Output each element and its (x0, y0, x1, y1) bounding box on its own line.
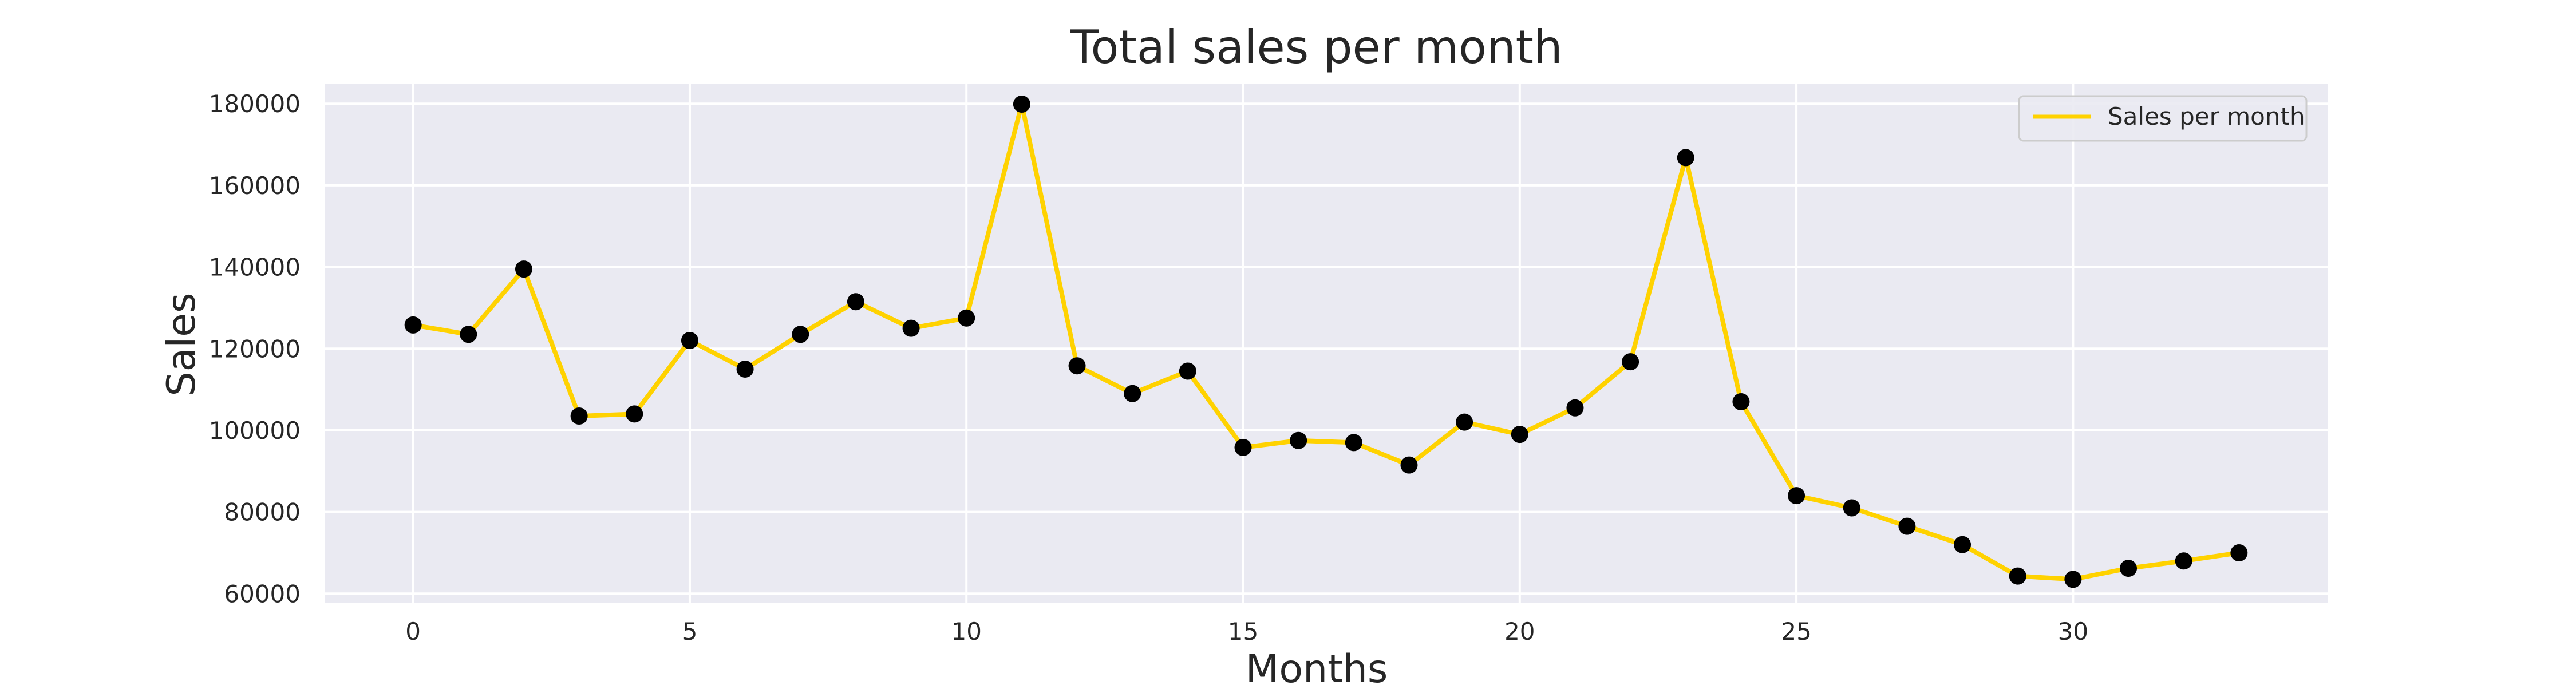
data-point (1013, 95, 1030, 113)
y-tick-label: 80000 (224, 498, 301, 526)
data-point (1400, 456, 1418, 474)
legend-label: Sales per month (2108, 102, 2305, 130)
data-point (1732, 393, 1750, 411)
data-point (1622, 353, 1639, 371)
x-tick-label: 25 (1781, 617, 1811, 646)
data-point (1898, 517, 1916, 535)
gridlines (325, 84, 2328, 603)
data-point (2009, 567, 2026, 585)
data-point (847, 293, 864, 311)
x-tick-label: 0 (405, 617, 421, 646)
x-axis-ticks: 0 5 10 15 20 25 30 (405, 617, 2088, 646)
data-point (2064, 571, 2082, 588)
data-point (1843, 499, 1860, 517)
data-point (681, 332, 698, 350)
data-point (515, 260, 532, 278)
data-point (1954, 536, 1971, 553)
data-point (2120, 560, 2138, 577)
data-point (2175, 552, 2192, 570)
y-tick-label: 100000 (209, 417, 301, 445)
data-point (1566, 399, 1584, 417)
data-point (736, 360, 754, 378)
y-tick-label: 140000 (209, 254, 301, 282)
data-point (1456, 413, 1473, 431)
y-axis-ticks: 60000 80000 100000 120000 140000 160000 180000 (209, 90, 301, 608)
y-tick-label: 60000 (224, 580, 301, 608)
legend: Sales per month (2018, 95, 2308, 142)
markers-layer (404, 95, 2248, 588)
x-tick-label: 10 (951, 617, 982, 646)
chart-title: Total sales per month (1070, 21, 1563, 74)
y-tick-label: 120000 (209, 335, 301, 363)
data-point (460, 326, 477, 343)
data-point (1677, 149, 1694, 167)
x-tick-label: 30 (2058, 617, 2088, 646)
y-axis-label: Sales (159, 293, 204, 397)
data-point (958, 309, 975, 327)
data-point (792, 326, 809, 343)
series-line (410, 102, 2242, 582)
x-tick-label: 5 (682, 617, 698, 646)
series-layer (410, 102, 2242, 582)
y-tick-label: 160000 (209, 172, 301, 200)
y-tick-label: 180000 (209, 90, 301, 118)
data-point (2230, 544, 2248, 561)
data-point (1068, 357, 1086, 375)
data-point (1179, 362, 1196, 380)
x-tick-label: 20 (1504, 617, 1535, 646)
x-tick-label: 15 (1228, 617, 1258, 646)
data-point (1290, 431, 1307, 449)
data-point (1124, 385, 1141, 402)
data-point (1511, 426, 1528, 444)
x-axis-label: Months (1246, 647, 1388, 687)
legend-box (2018, 95, 2308, 142)
data-point (902, 319, 920, 337)
data-point (404, 316, 422, 334)
data-point (1345, 434, 1362, 452)
data-point (1234, 438, 1252, 456)
data-point (626, 405, 643, 423)
plot-area (325, 84, 2328, 603)
data-point (570, 407, 588, 425)
data-point (1788, 487, 1805, 505)
